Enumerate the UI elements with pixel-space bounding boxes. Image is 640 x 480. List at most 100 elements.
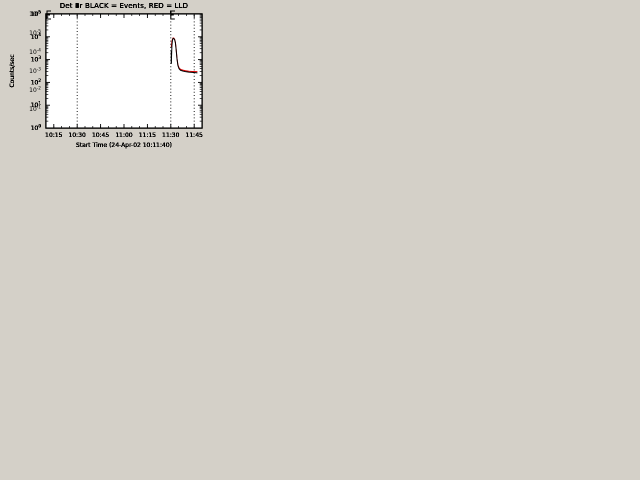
x-tick-label: 11:30 (162, 132, 179, 139)
panel-title-det2r: Det 2r BLACK = Events, RED = LLD (60, 2, 188, 10)
y-axis-label-det6r: Counts/sec (9, 55, 16, 88)
x-axis-label-det2r: Start Time (24-Apr-02 10:11:40) (76, 142, 172, 149)
x-tick-label: 11:00 (115, 132, 132, 139)
y-tick-label: 10-1 (29, 104, 41, 113)
y-tick-label: 102 (31, 78, 42, 87)
panel-title-det3r: Det 3r BLACK = Events, RED = LLD (60, 2, 188, 10)
x-tick-label: 10:30 (69, 132, 86, 139)
x-tick-label: 11:00 (115, 132, 132, 139)
x-tick-label: 10:45 (92, 132, 109, 139)
plot-panel-det9r: Det 9r BLACK = Events, RED = LLD 10:15 10:… (0, 0, 213, 160)
plot-frame-det9r (45, 13, 203, 129)
x-tick-label: 11:00 (115, 132, 132, 139)
x-axis-label-det6r: Start Time (24-Apr-02 10:11:40) (76, 142, 172, 149)
y-tick-label: 10-6 (29, 9, 41, 18)
x-tick-label: 10:30 (69, 132, 86, 139)
x-tick-label: 10:15 (45, 132, 62, 139)
y-tick-label: 105 (31, 9, 42, 18)
x-tick-label: 10:15 (45, 132, 62, 139)
x-tick-label: 11:45 (186, 132, 203, 139)
y-axis-label-det9r: Counts/sec (9, 55, 16, 88)
y-tick-label: 104 (31, 32, 42, 41)
y-axis-label-det8r: Counts/sec (9, 55, 16, 88)
x-tick-label: 10:45 (92, 132, 109, 139)
y-tick-label: 105 (31, 9, 42, 18)
x-tick-label: 10:45 (92, 132, 109, 139)
y-tick-label: 100 (31, 123, 42, 132)
panel-svg-det9r: Det 9r BLACK = Events, RED = LLD 10:15 10:… (9, 2, 203, 149)
panel-title-det8r: Det 8r BLACK = Events, RED = LLD (60, 2, 188, 10)
series-line-events (170, 37, 198, 74)
y-tick-label: 103 (31, 55, 42, 64)
y-tick-label: 102 (31, 78, 42, 87)
y-tick-label: 10-4 (29, 47, 41, 56)
x-tick-label: 10:15 (45, 132, 62, 139)
x-tick-label: 11:00 (115, 132, 132, 139)
x-tick-label: 11:00 (115, 132, 132, 139)
y-tick-label: 104 (31, 32, 42, 41)
y-tick-label: 102 (31, 78, 42, 87)
x-axis-label-det3r: Start Time (24-Apr-02 10:11:40) (76, 142, 172, 149)
y-tick-label: 105 (31, 9, 42, 18)
x-axis-label-det9r: Start Time (24-Apr-02 10:11:40) (76, 142, 172, 149)
x-tick-label: 10:45 (92, 132, 109, 139)
y-tick-label: 10-3 (29, 66, 41, 75)
y-tick-label: 103 (31, 55, 42, 64)
y-tick-label: 105 (31, 9, 42, 18)
y-tick-label: 104 (31, 32, 42, 41)
x-tick-label: 11:30 (162, 132, 179, 139)
y-tick-label: 100 (31, 123, 42, 132)
y-axis-label-det7r: Counts/sec (9, 55, 16, 88)
annotation-lines-det9r (76, 15, 195, 127)
panel-title-det6r: Det 6r BLACK = Events, RED = LLD (60, 2, 188, 10)
x-tick-label: 10:30 (69, 132, 86, 139)
y-tick-label: 104 (31, 32, 42, 41)
x-tick-label: 11:45 (186, 132, 203, 139)
y-axis-ticks-det9r: 105 104 103 102 101 100 (31, 9, 202, 132)
x-tick-label: 11:15 (139, 132, 156, 139)
x-tick-label: 10:30 (69, 132, 86, 139)
x-tick-label: 11:45 (186, 132, 203, 139)
x-tick-label: 10:45 (92, 132, 109, 139)
y-tick-label: 101 (31, 101, 42, 110)
x-axis-label-det7r: Start Time (24-Apr-02 10:11:40) (76, 142, 172, 149)
y-tick-label: 104 (31, 32, 42, 41)
x-tick-label: 11:30 (162, 132, 179, 139)
x-axis-label-det8r: Start Time (24-Apr-02 10:11:40) (76, 142, 172, 149)
panel-title-det9r: Det 9r BLACK = Events, RED = LLD (60, 2, 188, 10)
panel-title-det1r: Det 1r BLACK = Events, RED = LLD (60, 2, 188, 10)
x-tick-label: 11:15 (139, 132, 156, 139)
x-tick-label: 11:15 (139, 132, 156, 139)
y-tick-label: 104 (31, 32, 42, 41)
y-tick-label: 101 (31, 101, 42, 110)
y-tick-label: 102 (31, 78, 42, 87)
y-tick-label: 102 (31, 78, 42, 87)
y-tick-label: 100 (31, 123, 42, 132)
y-tick-label: 100 (31, 123, 42, 132)
x-tick-label: 11:45 (186, 132, 203, 139)
y-tick-label: 103 (31, 55, 42, 64)
y-tick-label: 103 (31, 55, 42, 64)
y-tick-label: 101 (31, 101, 42, 110)
y-tick-label: 105 (31, 9, 42, 18)
x-tick-label: 10:45 (92, 132, 109, 139)
x-tick-label: 11:30 (162, 132, 179, 139)
x-tick-label: 10:45 (92, 132, 109, 139)
x-axis-label-det4r: Start Time (24-Apr-02 10:11:40) (76, 142, 172, 149)
x-tick-label: 10:15 (45, 132, 62, 139)
y-tick-label: 103 (31, 55, 42, 64)
x-tick-label: 10:15 (45, 132, 62, 139)
y-tick-label: 103 (31, 55, 42, 64)
x-tick-label: 11:45 (186, 132, 203, 139)
x-axis-label-det5r: Start Time (24-Apr-02 10:11:40) (76, 142, 172, 149)
y-tick-label: 100 (31, 123, 42, 132)
y-axis-label-det3r: Counts/sec (9, 55, 16, 88)
y-axis-label-det5r: Counts/sec (9, 55, 16, 88)
x-tick-label: 10:30 (69, 132, 86, 139)
x-tick-label: 11:30 (162, 132, 179, 139)
y-tick-label: 101 (31, 101, 42, 110)
y-tick-label: 101 (31, 101, 42, 110)
data-series-group-det9r (170, 37, 198, 74)
x-tick-label: 11:45 (186, 132, 203, 139)
